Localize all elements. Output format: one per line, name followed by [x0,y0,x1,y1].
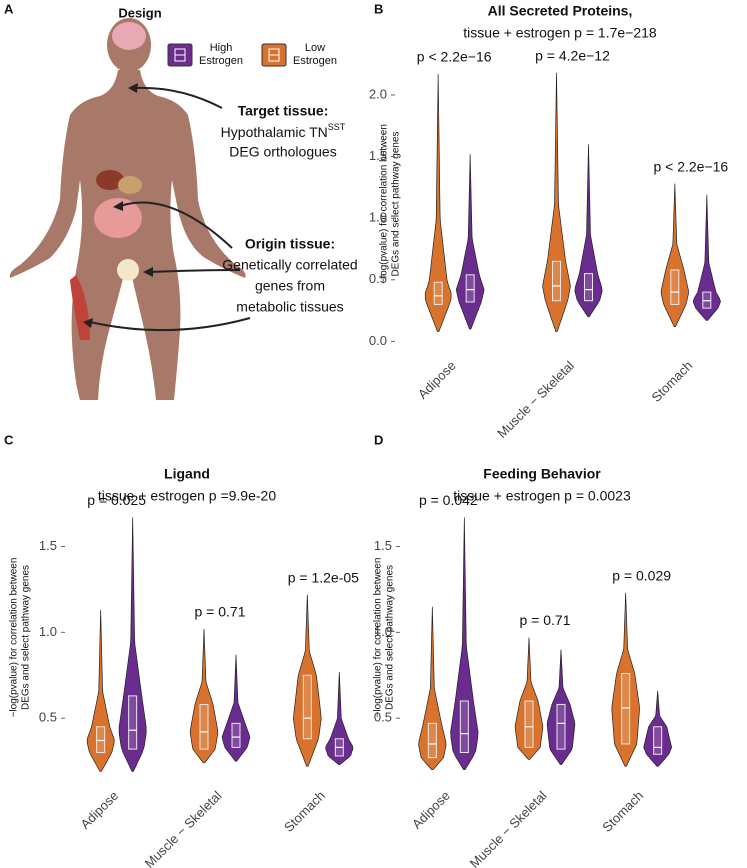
box [128,695,138,750]
y-tick-label: 1.5 [374,538,392,553]
p-value: p = 0.029 [612,568,671,584]
legend-label: High Estrogen [198,42,244,67]
x-tick-label: Stomach [281,788,328,835]
violin [546,649,576,765]
y-axis-label: −log(pvalue) for correlation between [9,558,20,718]
box [199,703,209,750]
box [231,722,241,748]
violin [660,183,689,327]
y-tick-label: 1.5 [39,538,57,553]
y-tick-label: 1.5 [369,148,387,163]
box [465,274,475,303]
chart-title: Feeding Behavior [483,466,601,482]
violin [221,654,251,762]
box [96,726,106,754]
y-tick-label: 1.0 [374,624,392,639]
arrowheads [83,83,153,328]
violin [424,74,452,332]
x-tick-label: Stomach [599,788,646,835]
p-value: p = 0.71 [520,612,571,628]
box [702,291,712,309]
target-sup: SST [328,122,346,132]
origin-line: Genetically correlated [222,257,357,273]
y-axis-label: DEGs and select pathway genes [21,565,32,710]
y-axis-label: DEGs and select pathway genes [391,131,402,276]
box [302,674,312,740]
violin [574,144,603,318]
y-tick-label: 0.0 [369,333,387,348]
panel-letter: A [4,1,14,16]
violin [450,517,479,771]
box [552,260,561,302]
chart-title: All Secreted Proteins, [488,3,633,19]
x-tick-label: Muscle − Skeletal [494,358,577,441]
y-axis-label: −log(pvalue) for correlation between [379,124,390,284]
panel-letter: D [374,432,383,447]
p-value: p = 0.71 [195,604,246,620]
violin [643,690,673,767]
arrows [89,86,251,332]
origin-heading: Origin tissue: [245,236,335,252]
box [670,269,680,305]
x-tick-label: Muscle − Skeletal [467,788,550,868]
violin [418,606,447,771]
box [653,726,663,755]
x-tick-label: Adipose [77,788,121,832]
y-tick-label: 0.5 [374,710,392,725]
box [427,722,437,759]
origin-line: metabolic tissues [236,299,343,315]
x-tick-label: Stomach [648,358,695,405]
box [584,273,593,302]
box [459,700,469,754]
violin [611,592,640,767]
target-heading: Target tissue: [238,103,329,119]
y-axis-label: −log(pvalue) for correlation between [373,558,384,718]
violin [542,72,571,332]
y-axis-label: DEGs and select pathway genes [385,565,396,710]
design-title: Design [118,5,161,20]
chart-title: Ligand [164,466,210,482]
x-tick-label: Adipose [415,358,459,402]
legend-label: Low Estrogen [292,42,338,67]
chart-subtitle: tissue + estrogen p = 1.7e−218 [463,25,657,41]
p-value: p < 2.2e−16 [417,49,492,65]
violin [293,594,322,767]
p-value: p < 2.2e−16 [653,158,728,174]
box [621,673,631,745]
chart-subtitle: tissue + estrogen p =9.9e-20 [98,488,276,504]
violin [455,154,485,330]
box [556,703,566,750]
origin-line: genes from [255,278,325,294]
panel-letter: C [4,432,14,447]
target-line: DEG orthologues [229,144,336,160]
box [433,281,443,305]
violin [514,637,544,760]
y-tick-label: 0.5 [39,710,57,725]
violin [118,517,147,772]
x-tick-label: Muscle − Skeletal [142,788,225,868]
target-text: Hypothalamic TN [221,124,328,140]
violin [325,671,354,765]
panel-letter: B [374,1,383,16]
box [524,700,534,748]
body-illustration [9,18,246,400]
target-line: Hypothalamic TNSST [221,122,346,139]
p-value: p = 0.042 [419,492,478,508]
violin [692,194,721,321]
y-tick-label: 2.0 [369,86,387,101]
p-value: p = 0.025 [87,492,146,508]
p-value: p = 4.2e−12 [535,47,610,63]
chart-subtitle: tissue + estrogen p = 0.0023 [453,488,631,504]
p-value: p = 1.2e-05 [288,569,359,585]
y-tick-label: 1.0 [39,624,57,639]
y-tick-label: 0.5 [369,271,387,286]
y-tick-label: 1.0 [369,210,387,225]
violin [86,610,115,772]
x-tick-label: Adipose [409,788,453,832]
violin [189,628,219,764]
